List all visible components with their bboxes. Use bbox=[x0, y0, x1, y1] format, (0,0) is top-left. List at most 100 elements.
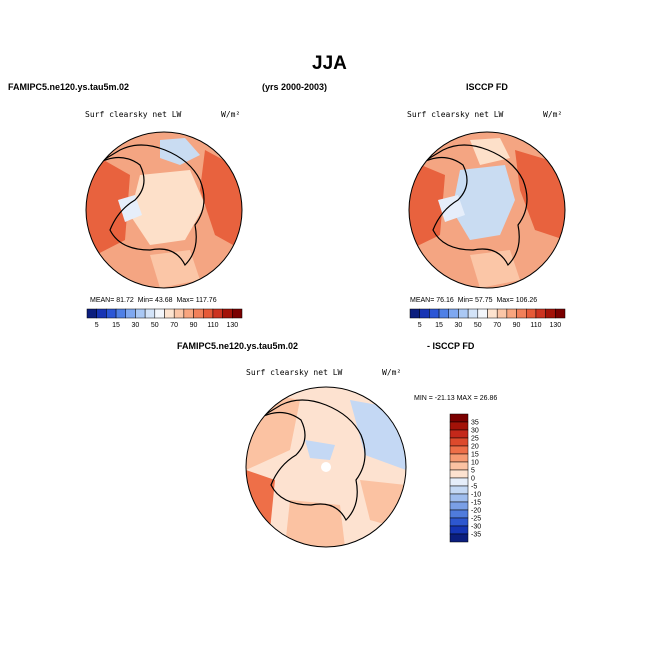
panel2-colorbar-tick-label: 30 bbox=[455, 322, 463, 329]
panel1-colorbar-swatch bbox=[232, 308, 243, 319]
panel2-colorbar-swatch bbox=[467, 308, 479, 319]
panel1-colorbar-tick-label: 90 bbox=[190, 322, 198, 329]
panel3-colorbar-swatch bbox=[449, 429, 469, 439]
panel2-colorbar-swatch bbox=[477, 308, 488, 319]
panel2-arctic-region bbox=[452, 165, 515, 240]
top-left-header: FAMIPC5.ne120.ys.tau5m.02 bbox=[8, 82, 130, 92]
panel3-colorbar-tick-label: -30 bbox=[471, 524, 481, 531]
panel3-colorbar-swatch bbox=[449, 477, 469, 487]
panel3-colorbar-tick-label: 20 bbox=[471, 444, 479, 451]
panel3-colorbar-tick-label: -5 bbox=[471, 484, 477, 491]
panel3-range: MIN = -21.13 MAX = 26.86 bbox=[414, 395, 498, 402]
panel3-units: W/m² bbox=[382, 368, 402, 377]
panel3-warm-region-w bbox=[246, 470, 275, 540]
panel1-min: 43.68 bbox=[155, 297, 173, 304]
panel1-colorbar-tick-label: 30 bbox=[132, 322, 140, 329]
panel3-colorbar-tick-label: 30 bbox=[471, 428, 479, 435]
panel1-colorbar-swatch bbox=[144, 308, 156, 319]
panel1-colorbar-tick-label: 130 bbox=[226, 322, 238, 329]
panel2-greenland bbox=[438, 195, 465, 222]
panel3-colorbar-tick-label: -10 bbox=[471, 492, 481, 499]
panel3-map-border bbox=[245, 386, 407, 548]
panel1-colorbar-swatch bbox=[125, 308, 136, 319]
panel1-cool-patch bbox=[160, 138, 200, 165]
panel3-colorbar-tick-label: 15 bbox=[471, 452, 479, 459]
panel1-mean: 81.72 bbox=[116, 297, 134, 304]
figure-title: JJA bbox=[312, 53, 347, 74]
panel3-colorbar-swatch bbox=[449, 413, 469, 423]
panel2-colorbar-tick-label: 110 bbox=[530, 322, 541, 329]
panel3-coastlines bbox=[255, 399, 366, 522]
map-panel-1 bbox=[85, 131, 243, 289]
panel3-colorbar-swatch bbox=[449, 533, 469, 543]
panel3-colorbar-swatch bbox=[449, 517, 469, 527]
panel3-colorbar-tick-label: -20 bbox=[471, 508, 481, 515]
panel2-colorbar-tick-label: 90 bbox=[513, 322, 521, 329]
panel3-colorbar-tick-label: 10 bbox=[471, 460, 479, 467]
panel2-colorbar: 5 15 30 50 70 90 110 130 bbox=[409, 308, 566, 329]
panel1-colorbar-swatch bbox=[96, 308, 107, 319]
panel3-colorbar-tick-label: -15 bbox=[471, 500, 481, 507]
panel2-colorbar-tick-label: 50 bbox=[474, 322, 482, 329]
panel2-colorbar-swatch bbox=[545, 308, 556, 319]
panel2-colorbar-swatch bbox=[419, 308, 430, 319]
panel1-colorbar-swatch bbox=[135, 308, 146, 319]
panel1-colorbar-swatch bbox=[106, 308, 117, 319]
panel1-colorbar-swatch bbox=[154, 308, 165, 319]
panel1-map-border bbox=[85, 131, 243, 289]
panel1-max: 117.76 bbox=[195, 297, 217, 304]
panel3-colorbar-swatch bbox=[449, 501, 469, 511]
bottom-left-header: FAMIPC5.ne120.ys.tau5m.02 bbox=[177, 341, 299, 351]
panel2-units: W/m² bbox=[543, 110, 563, 119]
panel2-map-border bbox=[408, 131, 566, 289]
panel2-colorbar-swatch bbox=[506, 308, 517, 319]
panel2-colorbar-swatch bbox=[555, 308, 566, 319]
panel3-colorbar-tick-label: 5 bbox=[471, 468, 475, 475]
panel2-stats: MEAN= 76.16 Min= 57.75 Max= 106.26 bbox=[410, 297, 537, 304]
panel3-warm-region-s bbox=[285, 500, 345, 547]
panel1-colorbar-swatch bbox=[115, 308, 126, 319]
panel2-colorbar-swatch bbox=[458, 308, 469, 319]
panel1-colorbar-swatch bbox=[173, 308, 185, 319]
bottom-right-header: - ISCCP FD bbox=[427, 341, 475, 351]
panel2-north-region bbox=[470, 138, 510, 165]
top-center-header: (yrs 2000-2003) bbox=[262, 82, 328, 92]
panel2-colorbar-swatch bbox=[448, 308, 459, 319]
panel1-colorbar-swatch bbox=[193, 308, 204, 319]
panel1-colorbar-tick-label: 15 bbox=[112, 322, 120, 329]
panel3-colorbar-swatch bbox=[449, 485, 469, 495]
panel1-coastlines bbox=[94, 144, 205, 267]
panel2-colorbar-swatch bbox=[409, 308, 420, 319]
panel3-colorbar-swatch bbox=[449, 525, 469, 535]
panel3-colorbar-swatch bbox=[449, 453, 469, 463]
panel1-warm-region-east bbox=[200, 150, 242, 250]
panel1-colorbar-tick-label: 70 bbox=[170, 322, 178, 329]
panel2-warm-region-east bbox=[515, 150, 565, 240]
panel1-units: W/m² bbox=[221, 110, 241, 119]
panel3-colorbar-swatch bbox=[449, 445, 469, 455]
panel3-colorbar-swatch bbox=[449, 509, 469, 519]
panel2-field-title: Surf clearsky net LW bbox=[407, 110, 504, 119]
panel3-cool-patch-center bbox=[305, 440, 335, 460]
panel3-colorbar-tick-label: -35 bbox=[471, 532, 481, 539]
panel2-max: 106.26 bbox=[515, 297, 538, 304]
panel2-mean-label: MEAN= bbox=[410, 297, 435, 304]
panel1-south-region bbox=[150, 250, 200, 288]
panel2-colorbar-tick-label: 5 bbox=[418, 322, 422, 329]
panel1-warm-region-west bbox=[86, 150, 130, 260]
panel3-colorbar-tick-label: 35 bbox=[471, 420, 479, 427]
panel1-min-label: Min= bbox=[137, 297, 154, 304]
panel1-stats: MEAN= 81.72 Min= 43.68 Max= 117.76 bbox=[90, 297, 217, 304]
panel2-colorbar-tick-label: 70 bbox=[493, 322, 501, 329]
panel3-colorbar-swatch bbox=[449, 421, 469, 431]
map-panel-2 bbox=[408, 131, 566, 289]
panel3-colorbar-swatch bbox=[449, 461, 469, 471]
panel3-colorbar-swatch bbox=[449, 437, 469, 447]
panel2-min: 57.75 bbox=[475, 297, 493, 304]
panel2-colorbar-swatch bbox=[438, 308, 449, 319]
panel1-greenland bbox=[118, 195, 142, 222]
panel1-colorbar-tick-label: 5 bbox=[95, 322, 99, 329]
panel1-colorbar-swatch bbox=[164, 308, 175, 319]
panel2-coastlines bbox=[417, 144, 528, 267]
